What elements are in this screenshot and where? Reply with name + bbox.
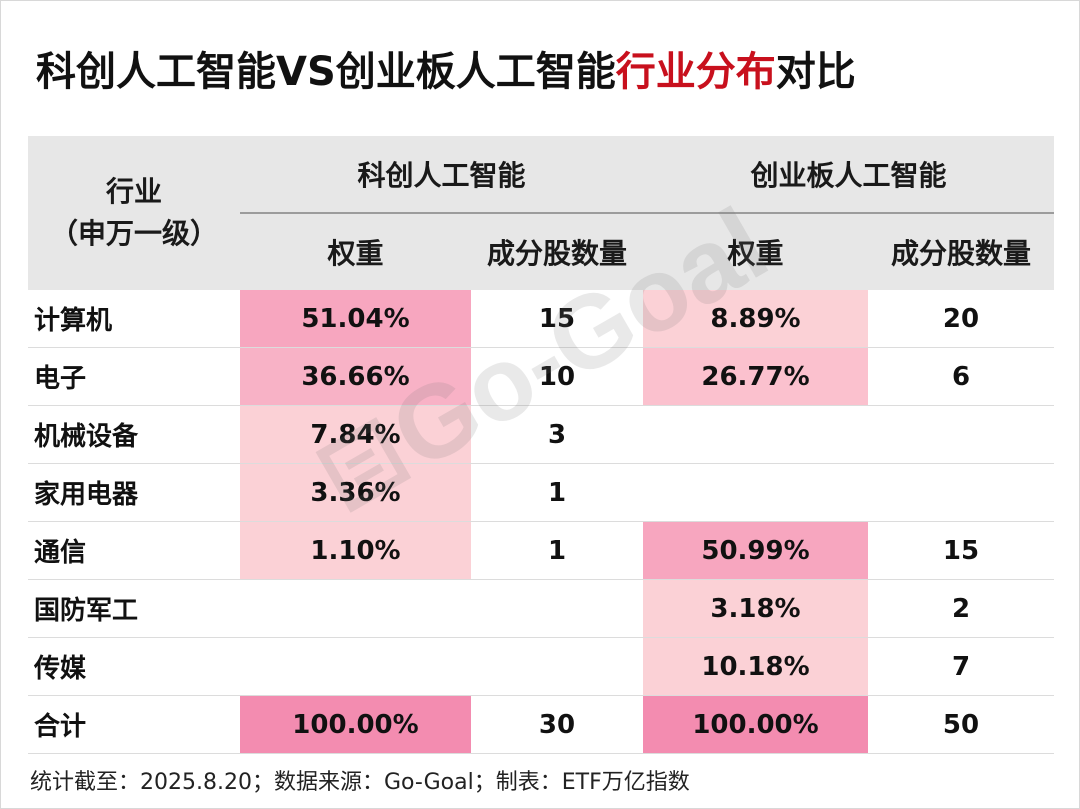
industry-cell: 计算机 [28, 290, 240, 348]
weight-cell-a [240, 637, 471, 696]
count-cell-b: 2 [868, 579, 1055, 638]
weight-cell-a: 36.66% [240, 347, 471, 406]
weight-cell-b: 26.77% [643, 347, 869, 406]
industry-column-header: 行业 （申万一级） [28, 136, 240, 290]
count-cell-b: 15 [868, 521, 1055, 580]
title-part1: 科创人工智能VS创业板人工智能 [36, 49, 616, 95]
count-cell-a: 30 [471, 695, 644, 754]
title-part2: 对比 [775, 49, 856, 95]
industry-cell: 国防军工 [28, 579, 240, 638]
col-header-weight-b: 权重 [643, 213, 869, 290]
count-cell-b: 7 [868, 637, 1055, 696]
count-cell-b: 20 [868, 290, 1055, 348]
count-cell-a: 1 [471, 521, 644, 580]
industry-cell: 家用电器 [28, 463, 240, 522]
header-row-groups: 行业 （申万一级） 科创人工智能 创业板人工智能 [28, 136, 1055, 290]
weight-cell-a: 3.36% [240, 463, 471, 522]
industry-header-line2: （申万一级） [49, 217, 218, 250]
weight-cell-a [240, 579, 471, 638]
industry-cell: 机械设备 [28, 405, 240, 464]
table-row: 国防军工 3.18% 2 [28, 579, 1055, 638]
table-row: 机械设备 7.84% 3 [28, 405, 1055, 464]
group-header-kechuang: 科创人工智能 [240, 136, 644, 214]
count-cell-a: 1 [471, 463, 644, 522]
group-header-chuangye: 创业板人工智能 [643, 136, 1055, 214]
weight-cell-b: 3.18% [643, 579, 869, 638]
weight-cell-a: 7.84% [240, 405, 471, 464]
weight-cell-b: 100.00% [643, 695, 869, 754]
count-cell-b: 50 [868, 695, 1055, 754]
col-header-count-b: 成分股数量 [868, 213, 1055, 290]
industry-distribution-table: 行业 （申万一级） 科创人工智能 创业板人工智能 权重 成分股数量 权重 成分股… [28, 136, 1055, 754]
weight-cell-b: 10.18% [643, 637, 869, 696]
industry-cell: 通信 [28, 521, 240, 580]
table-row: 电子 36.66% 10 26.77% 6 [28, 347, 1055, 406]
table-row: 传媒 10.18% 7 [28, 637, 1055, 696]
page-title: 科创人工智能VS创业板人工智能行业分布对比 [36, 40, 856, 104]
col-header-count-a: 成分股数量 [471, 213, 644, 290]
table-row-total: 合计 100.00% 30 100.00% 50 [28, 695, 1055, 754]
weight-cell-b [643, 463, 869, 522]
weight-cell-b: 50.99% [643, 521, 869, 580]
count-cell-b [868, 463, 1055, 522]
header-row-columns: 权重 成分股数量 权重 成分股数量 [28, 213, 1055, 290]
weight-cell-a: 100.00% [240, 695, 471, 754]
col-header-weight-a: 权重 [240, 213, 471, 290]
weight-cell-a: 1.10% [240, 521, 471, 580]
count-cell-a: 10 [471, 347, 644, 406]
table-row: 通信 1.10% 1 50.99% 15 [28, 521, 1055, 580]
industry-cell: 传媒 [28, 637, 240, 696]
table-row: 家用电器 3.36% 1 [28, 463, 1055, 522]
count-cell-a: 3 [471, 405, 644, 464]
count-cell-b [868, 405, 1055, 464]
count-cell-a [471, 637, 644, 696]
weight-cell-a: 51.04% [240, 290, 471, 348]
industry-cell: 合计 [28, 695, 240, 754]
weight-cell-b: 8.89% [643, 290, 869, 348]
weight-cell-b [643, 405, 869, 464]
industry-header-line1: 行业 [105, 175, 162, 208]
title-highlight: 行业分布 [615, 49, 776, 95]
count-cell-b: 6 [868, 347, 1055, 406]
source-footnote: 统计截至：2025.8.20；数据来源：Go-Goal；制表：ETF万亿指数 [30, 770, 690, 795]
count-cell-a: 15 [471, 290, 644, 348]
table-row: 计算机 51.04% 15 8.89% 20 [28, 290, 1055, 348]
industry-cell: 电子 [28, 347, 240, 406]
count-cell-a [471, 579, 644, 638]
